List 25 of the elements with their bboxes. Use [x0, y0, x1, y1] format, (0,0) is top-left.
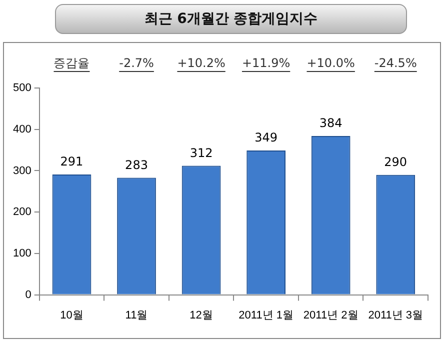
data-label: 349: [254, 130, 278, 145]
text: -24.5%: [374, 56, 417, 70]
y-tick-label: 100: [12, 247, 32, 260]
x-tick-label: 12월: [190, 309, 213, 322]
y-tick-label: 400: [12, 123, 32, 136]
x-tick-label: 2011년 2월: [303, 309, 358, 322]
data-label: 291: [60, 154, 84, 169]
x-tick-label: 2011년 1월: [238, 309, 294, 322]
text: +11.9%: [242, 56, 290, 70]
text: -2.7%: [119, 56, 154, 70]
x-tick-label: 2011년 3월: [368, 309, 424, 322]
text: +10.0%: [306, 56, 355, 70]
y-tick-label: 200: [12, 206, 32, 218]
y-tick-label: 0: [25, 288, 32, 301]
data-label: 290: [384, 154, 408, 169]
y-tick-label: 300: [12, 164, 32, 177]
y-tick-label: 500: [12, 82, 32, 94]
chart-title: 최근 6개월간 종합게임지수: [55, 4, 407, 34]
data-label: 312: [190, 146, 213, 160]
text: 증감율: [54, 56, 90, 70]
x-tick-label: 10월: [60, 309, 84, 322]
data-label: 384: [319, 116, 342, 130]
data-label: 283: [125, 158, 148, 172]
x-tick-label: 11월: [125, 309, 148, 322]
text: +10.2%: [177, 56, 226, 70]
